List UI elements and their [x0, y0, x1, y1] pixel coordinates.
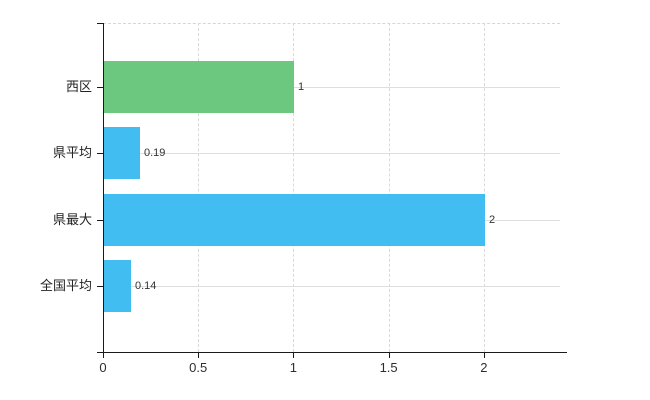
x-tick-label: 0 — [99, 360, 107, 375]
bar-value-label: 2 — [489, 213, 496, 226]
bar — [104, 260, 131, 313]
x-tick-label: 0.5 — [189, 360, 208, 375]
x-tick-label: 1.5 — [379, 360, 398, 375]
x-tick — [103, 352, 104, 358]
y-axis-line — [103, 23, 104, 353]
y-tick — [97, 23, 103, 24]
bar-value-label: 0.19 — [144, 147, 166, 160]
x-tick — [293, 352, 295, 358]
y-tick — [97, 153, 103, 155]
y-tick — [97, 86, 103, 88]
bar — [104, 127, 140, 180]
category-label: 県最大 — [52, 211, 92, 227]
y-tick — [97, 219, 103, 221]
bar — [104, 193, 485, 246]
x-tick — [483, 352, 485, 358]
bar — [104, 60, 294, 113]
vertical-gridline — [198, 23, 200, 352]
y-tick — [97, 286, 103, 288]
bar-value-label: 1 — [298, 80, 305, 93]
row-gridline — [103, 286, 560, 288]
row-gridline — [103, 86, 560, 88]
category-label: 全国平均 — [39, 278, 92, 294]
category-label: 西区 — [65, 78, 92, 94]
vertical-gridline — [293, 23, 295, 352]
bar-value-label: 0.14 — [135, 280, 157, 293]
row-gridline — [103, 153, 560, 155]
vertical-gridline — [388, 23, 390, 352]
vertical-gridline — [483, 23, 485, 352]
x-tick — [388, 352, 390, 358]
x-tick-label: 1 — [289, 360, 298, 375]
x-tick-label: 2 — [480, 360, 488, 375]
plot-area — [103, 23, 560, 353]
category-label: 県平均 — [52, 145, 92, 161]
x-tick — [198, 352, 200, 358]
x-axis-line — [97, 352, 567, 353]
